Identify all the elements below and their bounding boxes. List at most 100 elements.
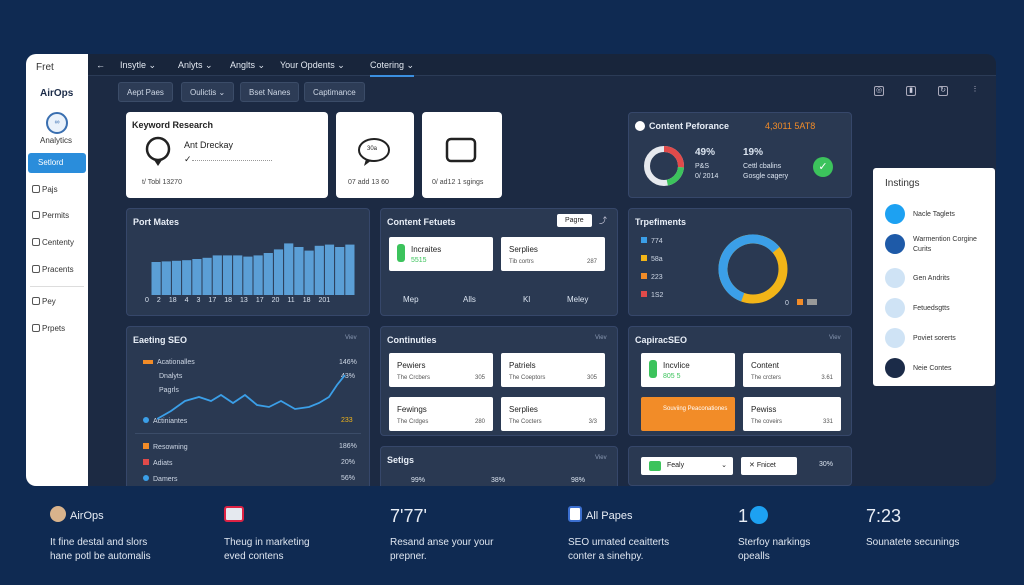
- refresh-icon[interactable]: ↻: [938, 86, 948, 96]
- bar: [314, 245, 324, 295]
- tab-analytics[interactable]: Anlyts ⌄: [178, 60, 213, 70]
- green-icon: [649, 360, 657, 378]
- mini-card-serplies[interactable]: Serplies Tib cortrs 287: [501, 237, 605, 271]
- pay-icon: [32, 297, 40, 305]
- link-icon[interactable]: ⤴: [599, 216, 607, 225]
- mini-label: Patriels: [509, 361, 536, 370]
- mini-value: 280: [474, 419, 485, 425]
- footer-item-3: All Papes SEO urnated ceaitterts conter …: [568, 506, 669, 562]
- mini-card-fewings[interactable]: Fewings The Crdges 280: [389, 397, 493, 431]
- sidebar-item-3[interactable]: Pracents: [32, 265, 74, 274]
- port-mates-card[interactable]: Port Mates 0 2 18 4 3 17 18 13 17 20 11 18 201: [126, 208, 370, 316]
- mini-card-pewiss[interactable]: Pewiss The coveirs 331: [743, 397, 841, 431]
- mini-card-pewiers[interactable]: Pewiers The Crcbers 305: [389, 353, 493, 387]
- earning-v2: 43%: [341, 373, 356, 380]
- legend-dot: [143, 459, 149, 465]
- traffic-card[interactable]: Trpefiments 774 58a 223 1S2 0: [628, 208, 852, 316]
- content-features-card[interactable]: Content Fetuets Pagre ⤴ Incraites 5515 S…: [380, 208, 618, 316]
- insight-label: Gen Andrits: [913, 275, 950, 282]
- bar: [171, 260, 182, 295]
- earning-row-2-v: 56%: [341, 475, 356, 482]
- analytics-icon[interactable]: ∞: [46, 112, 68, 134]
- mini-card-invoice[interactable]: Incvlice 805 5: [641, 353, 735, 387]
- view-link[interactable]: Viev: [595, 455, 607, 461]
- page-button[interactable]: Pagre: [557, 214, 592, 227]
- sidebar-item-active[interactable]: Setlord: [28, 153, 86, 173]
- insight-label: Fetuedsgtts: [913, 305, 950, 312]
- divider: [192, 160, 272, 161]
- keyword-card[interactable]: Keyword Research Ant Dreckay ✓ t/ Tobl 1…: [126, 112, 328, 198]
- legend-label: Damers: [153, 476, 178, 483]
- bar: [345, 244, 355, 295]
- earning-seo-card[interactable]: Eaeting SEO Viev Acationalles Dnalyts Pa…: [126, 326, 370, 486]
- earning-row-1: Adiats: [143, 459, 172, 467]
- tab-insights[interactable]: Insytle ⌄: [120, 60, 157, 70]
- view-link[interactable]: Viev: [345, 335, 357, 341]
- col-0: Mep: [403, 295, 419, 304]
- back-icon[interactable]: ←: [96, 60, 105, 70]
- footer-head: AirOps: [70, 510, 104, 522]
- x-tick: 20: [271, 297, 280, 304]
- sidebar-item-5[interactable]: Prpets: [32, 324, 65, 333]
- view-link[interactable]: Viev: [829, 335, 841, 341]
- capirac-seo-card[interactable]: CapiracSEO Viev Incvlice 805 5 Content Th…: [628, 326, 852, 436]
- tab-opdents[interactable]: Your Opdents ⌄: [280, 60, 345, 70]
- perf-p1-sub: P&S: [695, 163, 710, 170]
- square-icon: [445, 137, 477, 163]
- more-icon[interactable]: ⋮: [971, 86, 979, 93]
- fnicet-button[interactable]: ✕ Fnicet: [741, 457, 797, 475]
- settings-card[interactable]: Setigs Viev 99% 38% 98%: [380, 446, 618, 486]
- tab-anglts[interactable]: Anglts ⌄: [230, 60, 266, 70]
- content-performance-card[interactable]: Content Peforance 4,3011 5AT8 49% P&S 0/…: [628, 112, 852, 198]
- mini-sub: The Coeptors: [509, 375, 546, 381]
- x-tick: 2: [156, 297, 161, 304]
- earning-v1: 146%: [339, 359, 357, 366]
- legend-dot: [641, 237, 647, 243]
- settings-val-2: 98%: [571, 477, 586, 484]
- filter-select[interactable]: Fealy ⌄: [641, 457, 733, 475]
- top-nav: ← Insytle ⌄ Anlyts ⌄ Anglts ⌄ Your Opden…: [88, 54, 996, 77]
- camera-icon[interactable]: ◎: [874, 86, 884, 96]
- bar: [324, 244, 335, 295]
- sidebar-item-4[interactable]: Pey: [32, 297, 56, 306]
- brand-logo: AirOps: [40, 88, 74, 99]
- insight-label: Neie Contes: [913, 365, 952, 372]
- bar: [304, 250, 314, 295]
- view-link[interactable]: Viev: [595, 335, 607, 341]
- footer-sub: It fine destal and slors hane potl be au…: [50, 537, 151, 562]
- mini-card-content[interactable]: Content The crcters 3.61: [743, 353, 841, 387]
- perf-value: 4,3011 5AT8: [765, 121, 816, 131]
- mini-card-serplies-2[interactable]: Serplies The Cocters 3/3: [501, 397, 605, 431]
- chip-3[interactable]: Captimance: [304, 82, 365, 102]
- check-icon: ✓: [184, 154, 192, 164]
- profile-icon: [885, 234, 905, 254]
- mini-card-incraites[interactable]: Incraites 5515: [389, 237, 493, 271]
- bar: [335, 247, 345, 295]
- divider: [135, 433, 361, 434]
- legend-dot: [806, 299, 817, 305]
- earning-mid: Actiniantes: [143, 417, 187, 425]
- traffic-donut: [718, 234, 788, 304]
- comment-card[interactable]: 30a 07 add 13 60: [336, 112, 414, 198]
- sidebar-label: Prpets: [42, 324, 66, 333]
- bar: [284, 243, 294, 295]
- sidebar-item-1[interactable]: Permits: [32, 211, 69, 220]
- mini-card-patriels[interactable]: Patriels The Coeptors 305: [501, 353, 605, 387]
- chip-0[interactable]: Aept Paes: [118, 82, 173, 102]
- sidebar-top[interactable]: Fret: [36, 62, 54, 73]
- legend-dot: [143, 443, 149, 449]
- orange-alert[interactable]: Souviing Peaconationes: [641, 397, 735, 431]
- bookmark-icon[interactable]: ▮: [906, 86, 916, 96]
- green-icon: [397, 244, 405, 262]
- fnicet-label: Fnicet: [756, 462, 776, 469]
- projects-icon: [32, 265, 40, 273]
- chip-1[interactable]: Oulictis ⌄: [181, 82, 235, 102]
- tab-cotering[interactable]: Cotering ⌄: [370, 60, 415, 77]
- perf-p2-sub2: Gosgle cagery: [743, 173, 789, 180]
- clipboard-icon: [568, 506, 582, 522]
- chip-2[interactable]: Bset Nanes: [240, 82, 300, 102]
- sidebar-item-2[interactable]: Cententy: [32, 238, 74, 247]
- sidebar-item-0[interactable]: Pajs: [32, 185, 58, 194]
- box-card[interactable]: 0/ ad12 1 sgings: [422, 112, 502, 198]
- continuities-card[interactable]: Continuties Viev Pewiers The Crcbers 305 P…: [380, 326, 618, 436]
